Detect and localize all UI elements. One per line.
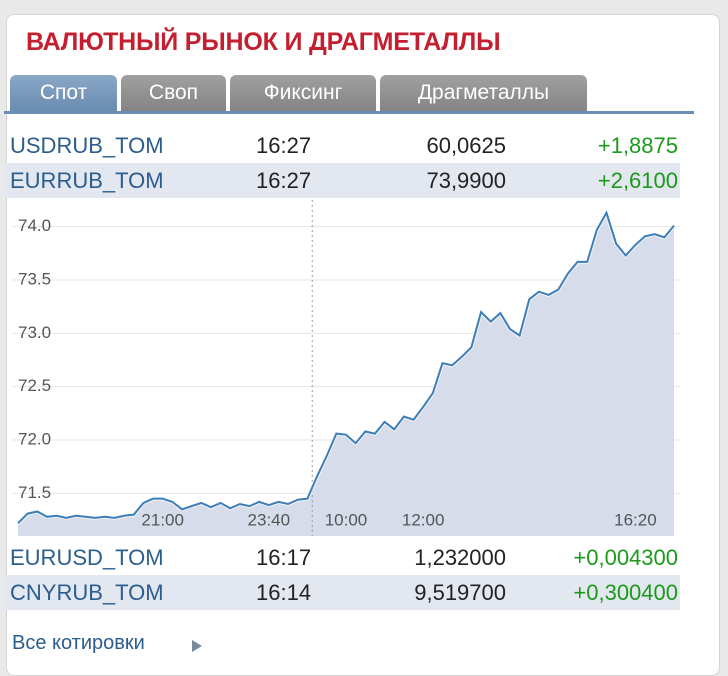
tabs: Спот Своп Фиксинг Драгметаллы xyxy=(4,75,694,114)
quote-row[interactable]: USDRUB_TOM 16:27 60,0625 +1,8875 xyxy=(4,128,680,163)
time: 16:17 xyxy=(256,545,312,570)
tab[interactable]: Драгметаллы xyxy=(380,75,587,111)
change: +1,8875 xyxy=(597,133,678,158)
tab[interactable]: Фиксинг xyxy=(230,75,376,111)
change: +2,6100 xyxy=(597,168,678,193)
time: 16:27 xyxy=(256,168,312,193)
change: +0,300400 xyxy=(573,580,678,605)
all-quotes-link[interactable]: Все котировки xyxy=(12,632,145,654)
widget-title: ВАЛЮТНЫЙ РЫНОК И ДРАГМЕТАЛЛЫ xyxy=(26,28,501,56)
quote-row[interactable]: EURUSD_TOM 16:17 1,232000 +0,004300 xyxy=(4,540,680,575)
price: 60,0625 xyxy=(426,133,506,158)
tab[interactable]: Спот xyxy=(10,75,117,111)
price: 73,9900 xyxy=(426,168,506,193)
change: +0,004300 xyxy=(573,545,678,570)
time: 16:14 xyxy=(256,580,312,605)
quote-row[interactable]: EURRUB_TOM 16:27 73,9900 +2,6100 xyxy=(4,163,680,198)
price: 9,519700 xyxy=(414,580,506,605)
price: 1,232000 xyxy=(414,545,506,570)
ticker: EURUSD_TOM xyxy=(10,545,164,570)
link-arrow xyxy=(192,640,202,652)
quote-row[interactable]: CNYRUB_TOM 16:14 9,519700 +0,300400 xyxy=(4,575,680,610)
time: 16:27 xyxy=(256,133,312,158)
ticker: EURRUB_TOM xyxy=(10,168,164,193)
tab[interactable]: Своп xyxy=(121,75,226,111)
ticker: USDRUB_TOM xyxy=(10,133,164,158)
ticker: CNYRUB_TOM xyxy=(10,580,164,605)
